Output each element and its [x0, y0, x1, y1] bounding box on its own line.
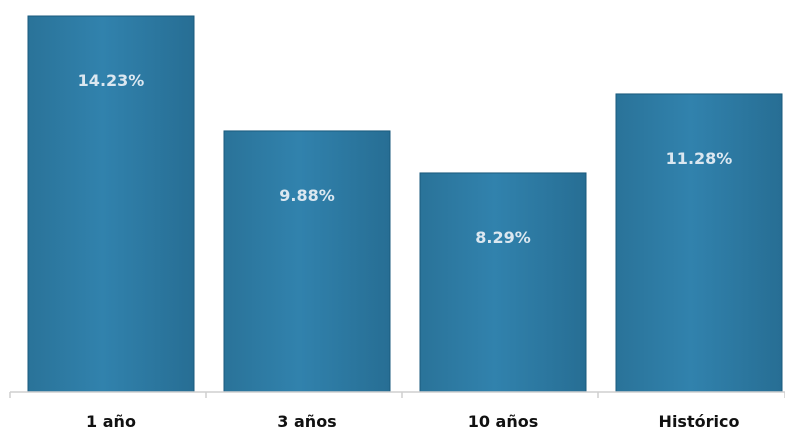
bar — [615, 93, 783, 393]
bar — [223, 130, 391, 393]
bars-group — [27, 15, 783, 393]
x-tick-label: Histórico — [659, 412, 740, 431]
x-tick-label: 1 año — [86, 412, 136, 431]
x-axis-ticks — [9, 392, 785, 398]
x-tick-label: 3 años — [277, 412, 336, 431]
data-label: 14.23% — [78, 71, 145, 90]
data-label: 11.28% — [666, 149, 733, 168]
data-label: 8.29% — [475, 228, 531, 247]
data-labels-group: 14.23% 9.88% 8.29% 11.28% — [78, 71, 733, 247]
category-labels-group: 1 año 3 años 10 años Histórico — [86, 412, 739, 431]
bar — [419, 172, 587, 393]
data-label: 9.88% — [279, 186, 335, 205]
x-tick-label: 10 años — [468, 412, 539, 431]
bar — [27, 15, 195, 393]
